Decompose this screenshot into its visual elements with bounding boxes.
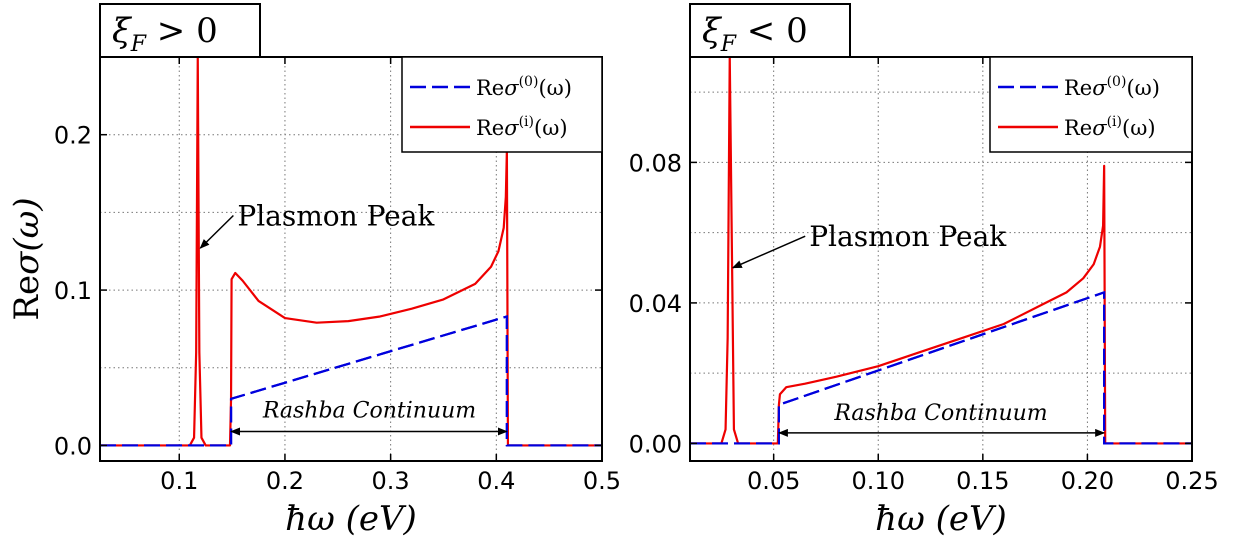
series-line-sigmai (100, 57, 602, 447)
y-axis-label: Reσ(ω) (7, 197, 47, 320)
plot-frame (689, 56, 1193, 462)
legend-entry: Reσ(0)(ω) (1064, 74, 1160, 100)
y-tick-label: 0.0 (54, 432, 92, 460)
x-tick-label: 0.15 (956, 467, 1009, 495)
legend-entry: Reσ(0)(ω) (476, 74, 572, 100)
plasmon-peak-arrow (731, 235, 806, 269)
series-line-sigma0-overlay (100, 315, 602, 447)
rashba-continuum-label: Rashba Continuum (262, 399, 476, 424)
y-tick-label: 0.2 (54, 122, 92, 150)
x-tick-label: 0.20 (1061, 467, 1114, 495)
legend-entry: Reσ(i)(ω) (476, 114, 568, 140)
x-tick-label: 0.25 (1165, 467, 1218, 495)
right-panel: 0.05 0.10 0.15 0.20 0.25 0.00 0.04 0.08 ħω (eV) ξ… (629, 3, 1219, 539)
plot-frame (99, 56, 603, 462)
x-tick-label: 0.1 (160, 467, 198, 495)
plasmon-peak-arrow (199, 214, 234, 249)
series-group (100, 57, 602, 447)
x-axis-label: ħω (eV) (285, 499, 417, 539)
panel-title: ξF < 0 (702, 11, 808, 57)
x-tick-label: 0.2 (266, 467, 304, 495)
x-tick-label: 0.10 (852, 467, 905, 495)
legend-entry: Reσ(i)(ω) (1064, 114, 1156, 140)
rashba-continuum-label: Rashba Continuum (833, 401, 1047, 426)
legend-box (401, 56, 603, 153)
y-tick-label: 0.1 (54, 277, 92, 305)
plasmon-peak-label: Plasmon Peak (809, 220, 1007, 253)
x-tick-label: 0.4 (477, 467, 515, 495)
series-line-sigma0-overlay (690, 290, 1192, 445)
x-tick-label: 0.3 (372, 467, 410, 495)
x-tick-label: 0.05 (747, 467, 800, 495)
y-tick-label: 0.04 (629, 290, 682, 318)
y-tick-label: 0.00 (629, 430, 682, 458)
y-tick-label: 0.08 (629, 149, 682, 177)
title-box (689, 3, 851, 58)
series-group (690, 57, 1192, 445)
x-tick-label: 0.5 (583, 467, 621, 495)
panel-title: ξF > 0 (112, 11, 218, 57)
x-axis-label: ħω (eV) (875, 499, 1007, 539)
plasmon-peak-label: Plasmon Peak (237, 199, 435, 232)
left-panel: 0.1 0.2 0.3 0.4 0.5 0.0 0.1 0.2 ħω (eV) Reσ(ω) ξF … (7, 3, 621, 539)
legend-box (989, 56, 1193, 153)
series-line-sigmai (690, 57, 1192, 445)
title-box (99, 3, 261, 58)
